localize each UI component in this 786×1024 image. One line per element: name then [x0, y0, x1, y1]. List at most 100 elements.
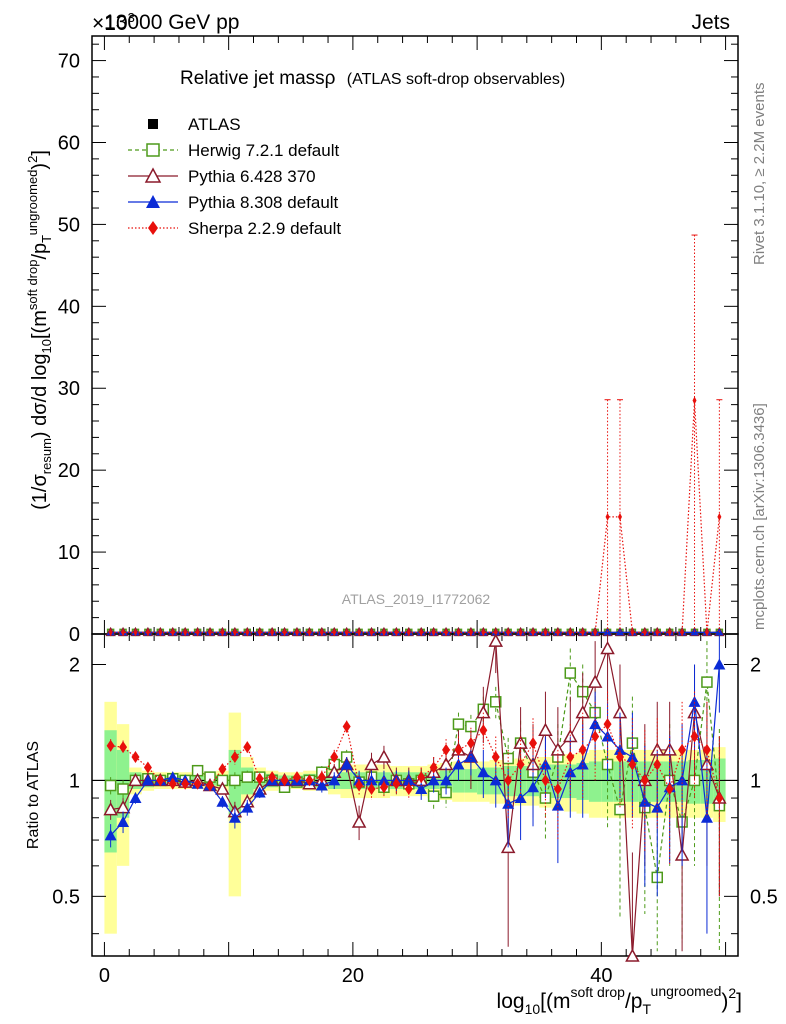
ratio-point	[477, 766, 490, 778]
data-point	[369, 628, 374, 637]
data-point	[493, 628, 498, 637]
x-axis-title: log10[(msoft drop/pTungroomed)2]	[497, 983, 742, 1017]
ratio-point	[129, 792, 142, 804]
ratio-series-sherpa-2-2-9-default	[106, 691, 724, 897]
ratio-point	[538, 722, 553, 736]
ratio-point	[653, 758, 662, 771]
ratio-point	[317, 771, 326, 784]
data-point	[506, 628, 511, 637]
data-point	[456, 628, 461, 637]
ratio-point	[415, 782, 428, 794]
data-point	[183, 628, 188, 637]
y-tick-label: 60	[58, 132, 80, 154]
y-tick-label: 70	[58, 51, 80, 73]
data-point	[121, 628, 126, 637]
header-left-label: 13000 GeV pp	[104, 11, 239, 34]
data-point	[642, 628, 647, 637]
ratio-point	[330, 751, 339, 764]
ratio-point	[615, 751, 624, 764]
ratio-point	[166, 771, 179, 783]
ratio-point	[156, 774, 165, 787]
ratio-point	[141, 774, 154, 786]
ratio-point	[566, 751, 575, 764]
ratio-point	[143, 761, 152, 774]
side-text-upper: Rivet 3.1.10, ≥ 2.2M events	[751, 83, 768, 266]
ratio-point	[193, 777, 202, 790]
data-point	[444, 628, 449, 637]
ratio-point	[440, 774, 453, 786]
ratio-point	[678, 743, 687, 756]
ratio-point	[491, 751, 500, 764]
ratio-point	[255, 772, 264, 785]
ratio-point	[216, 795, 229, 807]
legend-marker	[148, 221, 158, 235]
ratio-point	[600, 640, 615, 655]
data-point	[431, 628, 436, 637]
data-point	[468, 628, 473, 637]
ratio-point	[452, 758, 465, 770]
data-point	[593, 628, 598, 637]
data-point	[133, 628, 138, 637]
data-point	[531, 628, 536, 637]
ratio-point	[490, 696, 502, 708]
ratio-point	[117, 815, 130, 827]
ratio-point	[367, 782, 376, 795]
ratio-point	[551, 799, 564, 811]
ratio-point	[626, 751, 639, 763]
data-point	[680, 628, 685, 637]
data-point	[568, 628, 573, 637]
main-series-layer	[105, 234, 725, 637]
ratio-point	[603, 718, 612, 731]
ratio-point	[377, 774, 390, 786]
ratio-point	[591, 730, 600, 743]
ratio-point	[576, 758, 589, 770]
ratio-point	[527, 781, 540, 793]
chart-subtitle: (ATLAS soft-drop observables)	[347, 71, 565, 88]
legend-entry: ATLAS	[148, 115, 241, 134]
ratio-point	[429, 761, 438, 774]
legend-label: ATLAS	[188, 115, 241, 134]
ratio-point	[131, 751, 140, 764]
ratio-point	[392, 777, 401, 790]
ratio-point	[117, 783, 129, 795]
ratio-point	[427, 790, 440, 802]
ratio-point	[640, 774, 649, 787]
data-point	[245, 628, 250, 637]
ratio-point	[253, 786, 266, 798]
ratio-point	[268, 771, 277, 784]
ratio-point	[613, 743, 626, 755]
legend-marker	[146, 195, 160, 208]
data-point	[543, 628, 548, 637]
analysis-watermark: ATLAS_2019_I1772062	[342, 591, 491, 607]
ratio-uncertainty-band	[92, 701, 738, 934]
ratio-point	[452, 718, 465, 730]
legend-label: Herwig 7.2.1 default	[188, 141, 339, 160]
ratio-point	[104, 779, 117, 792]
ratio-point	[106, 739, 115, 752]
ratio-point	[241, 771, 254, 783]
data-point	[419, 628, 424, 637]
ratio-point	[715, 792, 724, 805]
data-point	[605, 512, 610, 521]
y-tick-label: 20	[58, 460, 80, 482]
ratio-point	[351, 814, 367, 828]
data-point	[518, 628, 523, 637]
data-point	[108, 628, 113, 637]
ratio-point	[427, 774, 440, 786]
data-point	[158, 628, 163, 637]
band-inner-bin	[588, 761, 602, 802]
exponent-label: ×103	[92, 10, 135, 35]
ratio-tick-label-left: 2	[69, 654, 80, 676]
data-point	[555, 628, 560, 637]
ratio-point	[230, 751, 239, 764]
ratio-point	[241, 801, 254, 813]
data-point	[344, 628, 349, 637]
ratio-tick-label-left: 0.5	[52, 886, 80, 908]
data-point	[195, 628, 200, 637]
ratio-tick-label-right: 0.5	[750, 886, 778, 908]
legend: ATLAS Herwig 7.2.1 default Pythia 6.428 37…	[128, 115, 341, 238]
ratio-point	[340, 758, 353, 770]
x-tick-label: 20	[342, 965, 364, 987]
ratio-point	[702, 743, 711, 756]
legend-label: Sherpa 2.2.9 default	[188, 219, 341, 238]
